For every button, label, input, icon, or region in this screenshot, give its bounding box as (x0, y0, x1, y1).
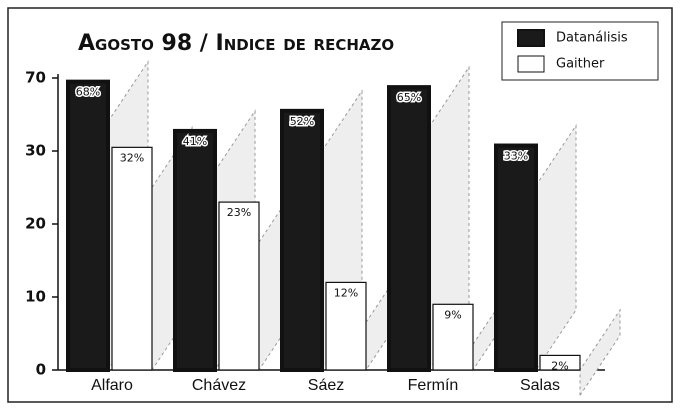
bar (280, 108, 324, 372)
bar (218, 201, 260, 371)
bar-shadow (579, 308, 621, 398)
y-tick-label: 0 (36, 361, 46, 379)
chart-title: Agosto 98 / Indice de rechazo (78, 31, 394, 56)
legend-swatch (517, 29, 545, 47)
data-label: 2% (551, 359, 568, 372)
legend-label: Gaither (556, 57, 605, 72)
legend-swatch (517, 55, 545, 73)
data-label: 12% (334, 286, 358, 299)
data-label: 9% (444, 308, 461, 321)
data-label: 65% (397, 91, 421, 104)
y-tick-label: 70 (25, 69, 46, 87)
data-label: 68% (76, 86, 100, 99)
bar (66, 79, 110, 373)
data-label: 32% (120, 151, 144, 164)
x-tick-label: Fermín (408, 377, 459, 394)
bar (539, 354, 581, 371)
x-tick-label: Alfaro (91, 377, 133, 394)
x-tick-label: Sáez (308, 377, 344, 394)
x-tick-label: Chávez (192, 377, 246, 394)
x-tick-label: Salas (520, 377, 560, 394)
data-label: 52% (290, 115, 314, 128)
data-label: 41% (183, 135, 207, 148)
y-tick-label: 20 (25, 215, 46, 233)
legend-label: Datanálisis (556, 31, 628, 46)
data-label: 23% (227, 206, 251, 219)
bar (111, 146, 153, 371)
y-tick-label: 30 (25, 142, 46, 160)
bar (432, 303, 474, 371)
bar (173, 128, 217, 372)
y-tick-label: 10 (25, 288, 46, 306)
bar (494, 143, 538, 372)
bar (325, 281, 367, 371)
bar (387, 85, 431, 372)
data-label: 33% (504, 150, 528, 163)
